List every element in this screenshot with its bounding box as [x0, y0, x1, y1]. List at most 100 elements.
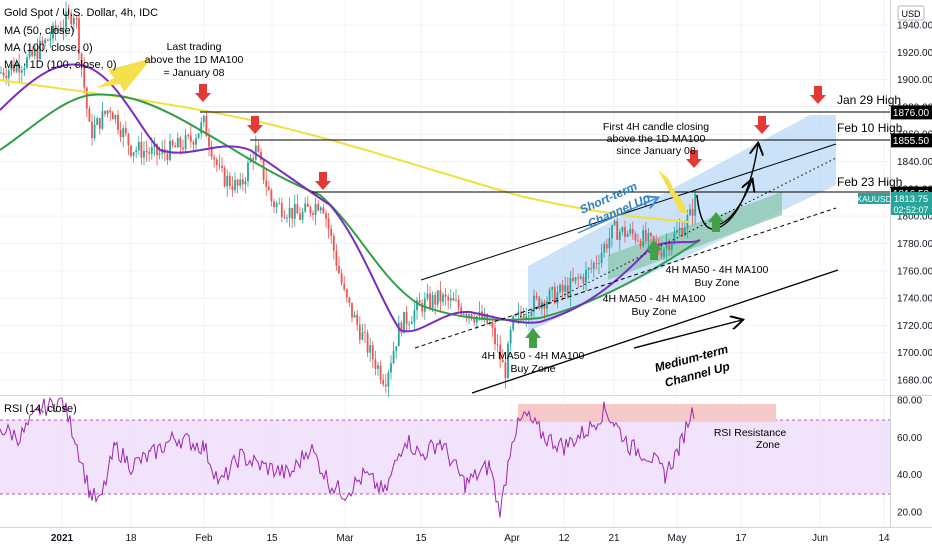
- candle-body: [127, 133, 130, 146]
- candle-body: [618, 231, 621, 240]
- candle-body: [189, 135, 192, 142]
- candle-body: [122, 128, 125, 137]
- green-up-arrow: [525, 328, 541, 348]
- currency-tag[interactable]: [897, 5, 925, 21]
- candle-body: [444, 294, 447, 297]
- candle-body: [182, 147, 184, 150]
- candle-body: [345, 289, 348, 298]
- annot-first-candle-3: since January 08: [616, 145, 696, 157]
- candle-body: [0, 72, 2, 74]
- rsi-axis[interactable]: 20.00 40.00 60.00 80.00: [897, 396, 922, 519]
- candle-body: [70, 13, 73, 25]
- candle-body: [88, 108, 91, 122]
- candle-body: [10, 64, 13, 71]
- candle-body: [119, 130, 122, 137]
- short-channel-upper-line: [420, 143, 837, 281]
- red-down-arrow: [686, 150, 702, 168]
- candle-body: [681, 227, 684, 236]
- candle-body: [325, 213, 327, 219]
- green-arrows: [525, 212, 724, 348]
- candle-body: [410, 321, 413, 324]
- candle-body: [158, 153, 161, 156]
- medium-channel-arrow: [633, 320, 742, 349]
- candle-body: [293, 204, 296, 219]
- price-tick-label: 1700.00: [897, 348, 932, 359]
- candle-body: [405, 311, 408, 325]
- candle-body: [663, 249, 665, 257]
- candle-body: [421, 303, 424, 312]
- candle-body: [278, 202, 281, 204]
- time-tick-label: Feb: [195, 533, 213, 544]
- annot-jan29: Jan 29 High: [837, 93, 901, 107]
- candle-body: [644, 230, 647, 242]
- price-tick-label: 1780.00: [897, 239, 932, 250]
- annot-buy-zone-2b: Buy Zone: [632, 306, 677, 318]
- candle-body: [140, 141, 143, 158]
- candle-body: [257, 145, 260, 152]
- price-tag-bg: [891, 105, 932, 120]
- candle-body: [522, 315, 525, 320]
- candle-body: [582, 276, 585, 283]
- candle-body: [353, 314, 356, 318]
- candle-body: [98, 118, 101, 129]
- candle-body: [439, 290, 442, 302]
- candle-body: [491, 322, 494, 328]
- candle-body: [559, 284, 561, 293]
- candle-body: [624, 227, 626, 237]
- candle-body: [156, 144, 158, 156]
- candle-body: [621, 227, 624, 232]
- medium-channel-dashed-line: [414, 207, 837, 349]
- time-tick-label: Apr: [504, 533, 520, 544]
- candle-body: [210, 146, 213, 157]
- green-up-arrow: [708, 212, 724, 232]
- candle-body: [280, 202, 283, 217]
- candle-body: [429, 293, 431, 308]
- candle-body: [104, 110, 106, 114]
- candle-body: [652, 236, 655, 243]
- time-tick-label: 12: [558, 533, 570, 544]
- current-price: 1813.75: [894, 194, 928, 205]
- candle-body: [650, 233, 652, 237]
- price-tick-label: 1760.00: [897, 266, 932, 277]
- candle-body: [447, 296, 450, 301]
- candle-body: [481, 311, 483, 320]
- candle-body: [400, 322, 403, 334]
- candle-body: [291, 207, 294, 219]
- candle-body: [507, 343, 509, 379]
- candle-body: [678, 227, 681, 231]
- candle-body: [691, 208, 694, 216]
- candle-body: [642, 230, 645, 247]
- currency-label: USD: [901, 9, 921, 19]
- annot-first-candle-1: First 4H candle closing: [603, 121, 709, 133]
- candle-body: [93, 124, 96, 139]
- candle-body: [317, 203, 320, 211]
- time-tick-label: 15: [415, 533, 427, 544]
- ticker-label: XAUUSD: [856, 194, 891, 204]
- candle-body: [306, 203, 309, 207]
- candle-body: [356, 314, 359, 325]
- medium-channel-lower-line: [471, 269, 839, 394]
- candle-body: [369, 345, 372, 353]
- candle-body: [148, 152, 151, 154]
- ticker-tag: [858, 193, 890, 204]
- candle-body: [23, 67, 26, 71]
- legend-ma50: MA (50, close): [4, 25, 74, 37]
- candle-body: [5, 76, 8, 79]
- candle-body: [273, 201, 275, 208]
- candle-body: [361, 332, 364, 340]
- candle-body: [504, 362, 507, 379]
- time-axis[interactable]: 2021 18 Feb 15 Mar 15 Apr 12 21 May 17 Jun 14: [51, 533, 890, 544]
- candle-body: [647, 233, 650, 242]
- candle-body: [501, 359, 504, 363]
- price-tick-label: 1940.00: [897, 21, 932, 32]
- candle-body: [408, 323, 411, 325]
- candle-body: [36, 48, 39, 60]
- candle-body: [540, 302, 543, 309]
- candle-body: [200, 122, 203, 134]
- candle-body: [54, 25, 57, 32]
- candle-body: [166, 153, 169, 160]
- candle-body: [577, 277, 580, 279]
- candle-body: [57, 29, 60, 32]
- candle-body: [322, 207, 325, 214]
